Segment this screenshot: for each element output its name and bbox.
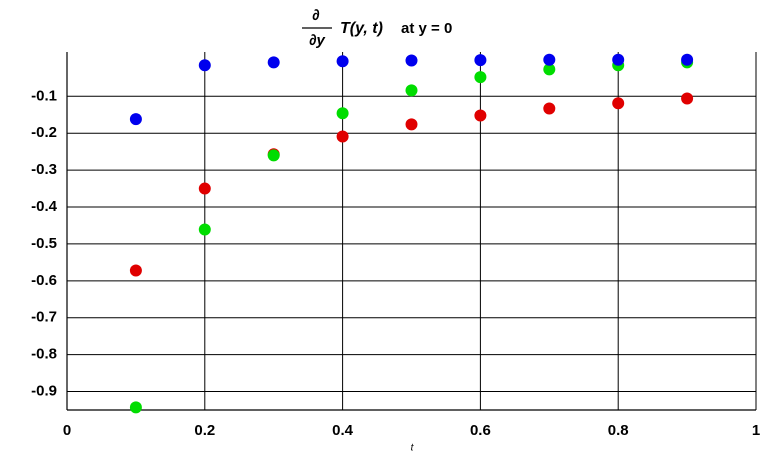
point bbox=[336, 107, 349, 120]
title-suffix: at y = 0 bbox=[401, 20, 452, 37]
point bbox=[405, 118, 418, 131]
point bbox=[405, 84, 418, 97]
y-tick-label: -0.2 bbox=[31, 124, 57, 141]
point bbox=[129, 401, 142, 414]
y-tick-label: -0.4 bbox=[31, 198, 58, 215]
point bbox=[681, 92, 694, 105]
point bbox=[474, 54, 487, 67]
point bbox=[198, 59, 211, 72]
x-tick-label: 0 bbox=[63, 422, 71, 439]
x-tick-label: 0.8 bbox=[608, 422, 629, 439]
point bbox=[198, 182, 211, 195]
point bbox=[543, 102, 556, 115]
point bbox=[474, 71, 487, 84]
x-axis-label: t bbox=[411, 443, 415, 454]
point bbox=[681, 53, 694, 66]
point bbox=[474, 109, 487, 122]
y-tick-label: -0.1 bbox=[31, 87, 57, 104]
y-tick-label: -0.7 bbox=[31, 309, 57, 326]
x-tick-label: 0.4 bbox=[332, 422, 354, 439]
x-tick-label: 0.6 bbox=[470, 422, 491, 439]
point bbox=[612, 97, 625, 110]
y-tick-label: -0.5 bbox=[31, 235, 57, 252]
point bbox=[612, 53, 625, 66]
chart-title: ∂ ∂y T(y, t) at y = 0 bbox=[302, 7, 452, 49]
x-tick-label: 1 bbox=[752, 422, 760, 439]
point bbox=[129, 264, 142, 277]
y-tick-label: -0.3 bbox=[31, 161, 57, 178]
x-tick-label: 0.2 bbox=[194, 422, 215, 439]
y-tick-label: -0.6 bbox=[31, 272, 57, 289]
point bbox=[405, 54, 418, 67]
y-tick-label: -0.8 bbox=[31, 346, 57, 363]
point bbox=[267, 56, 280, 69]
title-expression: T(y, t) bbox=[340, 20, 383, 37]
title-denominator: ∂y bbox=[309, 32, 325, 49]
point bbox=[336, 130, 349, 143]
point bbox=[129, 113, 142, 126]
point bbox=[267, 149, 280, 162]
title-numerator: ∂ bbox=[312, 7, 319, 24]
point bbox=[543, 63, 556, 76]
point bbox=[198, 223, 211, 236]
point bbox=[336, 55, 349, 68]
y-tick-label: -0.9 bbox=[31, 383, 57, 400]
point bbox=[543, 53, 556, 66]
